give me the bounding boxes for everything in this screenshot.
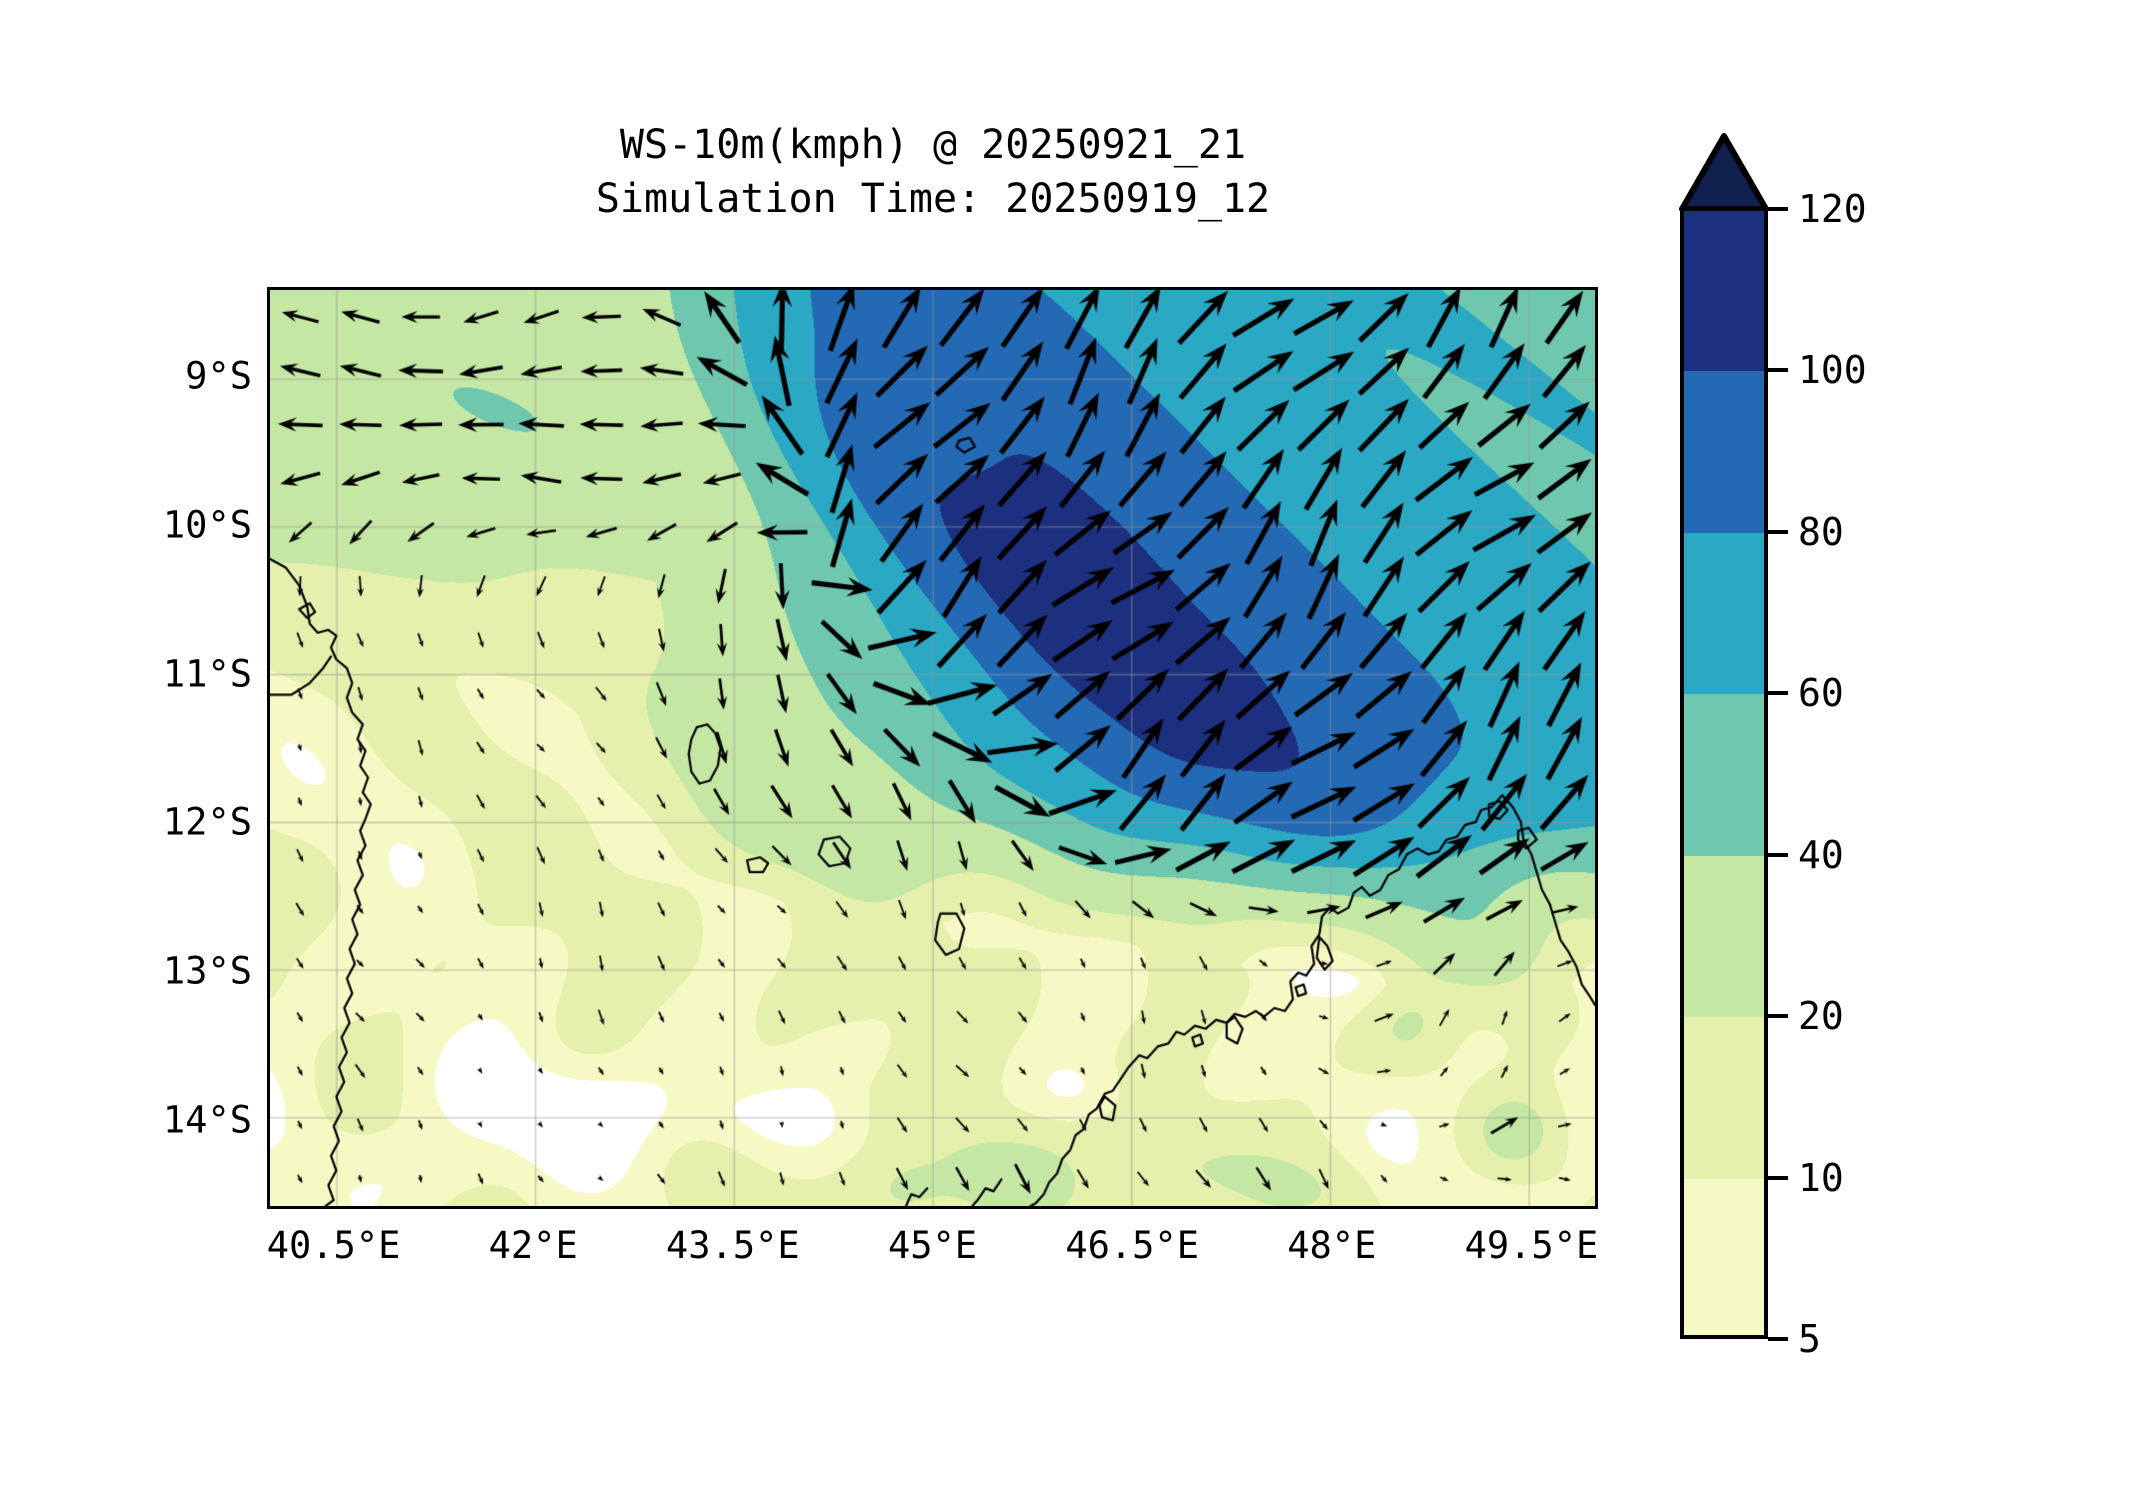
x-tick-label: 43.5°E [666, 1224, 800, 1267]
chart-title-block: WS-10m(kmph) @ 20250921_21 Simulation Ti… [268, 118, 1598, 226]
x-axis-ticks: 40.5°E 42°E 43.5°E 45°E 46.5°E 48°E 49.5°E [266, 1224, 1599, 1284]
colorbar-band [1680, 854, 1768, 1018]
y-tick-label: 14°S [162, 1098, 252, 1142]
colorbar-tick-mark [1768, 1014, 1788, 1019]
colorbar-tick-label: 40 [1798, 832, 1844, 877]
wind-vector-arrows [270, 290, 1595, 1206]
colorbar-tick-mark [1768, 207, 1788, 211]
colorbar-tick-label: 20 [1798, 994, 1844, 1039]
y-tick-label: 10°S [162, 503, 252, 547]
colorbar-tick-mark [1768, 691, 1788, 696]
colorbar-tick-label: 80 [1798, 509, 1844, 554]
colorbar-bands [1680, 209, 1768, 1340]
map-plot-area [267, 287, 1598, 1209]
x-tick-label: 46.5°E [1065, 1224, 1199, 1267]
x-tick-label: 45°E [887, 1224, 978, 1267]
colorbar-tick-label: 5 [1798, 1317, 1821, 1361]
y-tick-label: 9°S [185, 354, 252, 398]
y-tick-label: 13°S [162, 949, 252, 993]
colorbar-tick-mark [1768, 852, 1788, 857]
colorbar-band [1680, 209, 1768, 372]
colorbar-tick-label: 100 [1798, 348, 1867, 393]
colorbar-band [1680, 693, 1768, 856]
x-tick-label: 48°E [1287, 1224, 1377, 1267]
colorbar-extend-arrow-icon [1679, 133, 1769, 211]
x-tick-label: 42°E [488, 1224, 578, 1267]
y-tick-label: 12°S [162, 800, 252, 844]
title-line-1: WS-10m(kmph) @ 20250921_21 [619, 122, 1247, 168]
colorbar-outline [1680, 209, 1768, 1339]
colorbar-tick-mark [1768, 529, 1788, 534]
y-axis-ticks: 9°S 10°S 11°S 12°S 13°S 14°S [80, 287, 252, 1209]
colorbar-tick-mark [1768, 1175, 1788, 1180]
colorbar-tick-mark [1768, 368, 1788, 373]
colorbar-tick-label: 60 [1798, 671, 1844, 716]
x-tick-label: 49.5°E [1464, 1224, 1599, 1267]
x-tick-label: 40.5°E [266, 1224, 401, 1267]
colorbar: 5 10 20 40 60 80 100 120 [1679, 133, 1867, 1361]
y-tick-label: 11°S [162, 652, 252, 696]
colorbar-band [1680, 1177, 1768, 1340]
colorbar-tick-label: 120 [1798, 187, 1867, 231]
colorbar-band [1680, 370, 1768, 533]
colorbar-tick-label: 10 [1798, 1155, 1844, 1200]
colorbar-band [1680, 531, 1768, 695]
title-line-2: Simulation Time: 20250919_12 [595, 176, 1271, 222]
colorbar-band [1680, 1016, 1768, 1179]
colorbar-tick-mark [1768, 1337, 1788, 1341]
